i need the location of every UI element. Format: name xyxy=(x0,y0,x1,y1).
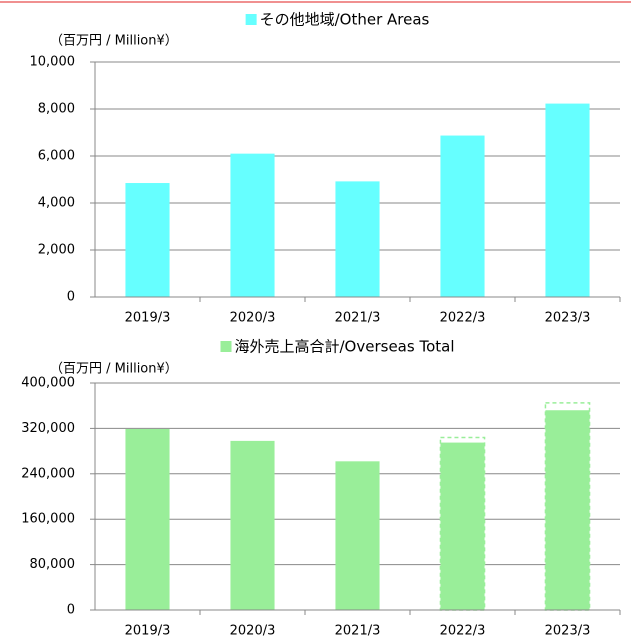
x-tick-label: 2020/3 xyxy=(230,624,276,639)
title-marker xyxy=(220,341,232,352)
x-tick-label: 2021/3 xyxy=(335,624,381,639)
bar xyxy=(545,410,590,610)
x-tick-label: 2021/3 xyxy=(335,311,381,326)
x-tick-label: 2022/3 xyxy=(440,624,486,639)
bar xyxy=(545,103,590,297)
unit-label: （百万円 / Million¥） xyxy=(50,362,178,377)
y-tick-label: 0 xyxy=(67,290,75,305)
bar xyxy=(335,461,380,610)
x-tick-label: 2023/3 xyxy=(545,624,591,639)
y-tick-label: 400,000 xyxy=(21,376,75,391)
bar xyxy=(440,442,485,610)
bar xyxy=(125,183,170,297)
y-tick-label: 4,000 xyxy=(38,196,75,211)
bar xyxy=(230,153,275,297)
y-tick-label: 8,000 xyxy=(38,102,75,117)
unit-label: （百万円 / Million¥） xyxy=(50,34,178,49)
y-tick-label: 240,000 xyxy=(21,466,75,481)
title-marker xyxy=(245,14,257,25)
chart-title: 海外売上高合計/Overseas Total xyxy=(235,338,455,356)
x-tick-label: 2020/3 xyxy=(230,311,276,326)
bar xyxy=(230,440,275,610)
x-tick-label: 2019/3 xyxy=(125,624,171,639)
bar xyxy=(335,181,380,297)
y-tick-label: 2,000 xyxy=(38,243,75,258)
x-tick-label: 2019/3 xyxy=(125,311,171,326)
y-tick-label: 6,000 xyxy=(38,149,75,164)
bar xyxy=(125,428,170,610)
y-tick-label: 80,000 xyxy=(30,557,76,572)
y-tick-label: 320,000 xyxy=(21,421,75,436)
x-tick-label: 2023/3 xyxy=(545,311,591,326)
x-tick-label: 2022/3 xyxy=(440,311,486,326)
bar xyxy=(440,135,485,297)
y-tick-label: 160,000 xyxy=(21,512,75,527)
y-tick-label: 10,000 xyxy=(30,55,76,70)
chart-title: その他地域/Other Areas xyxy=(260,11,430,29)
y-tick-label: 0 xyxy=(67,603,75,618)
